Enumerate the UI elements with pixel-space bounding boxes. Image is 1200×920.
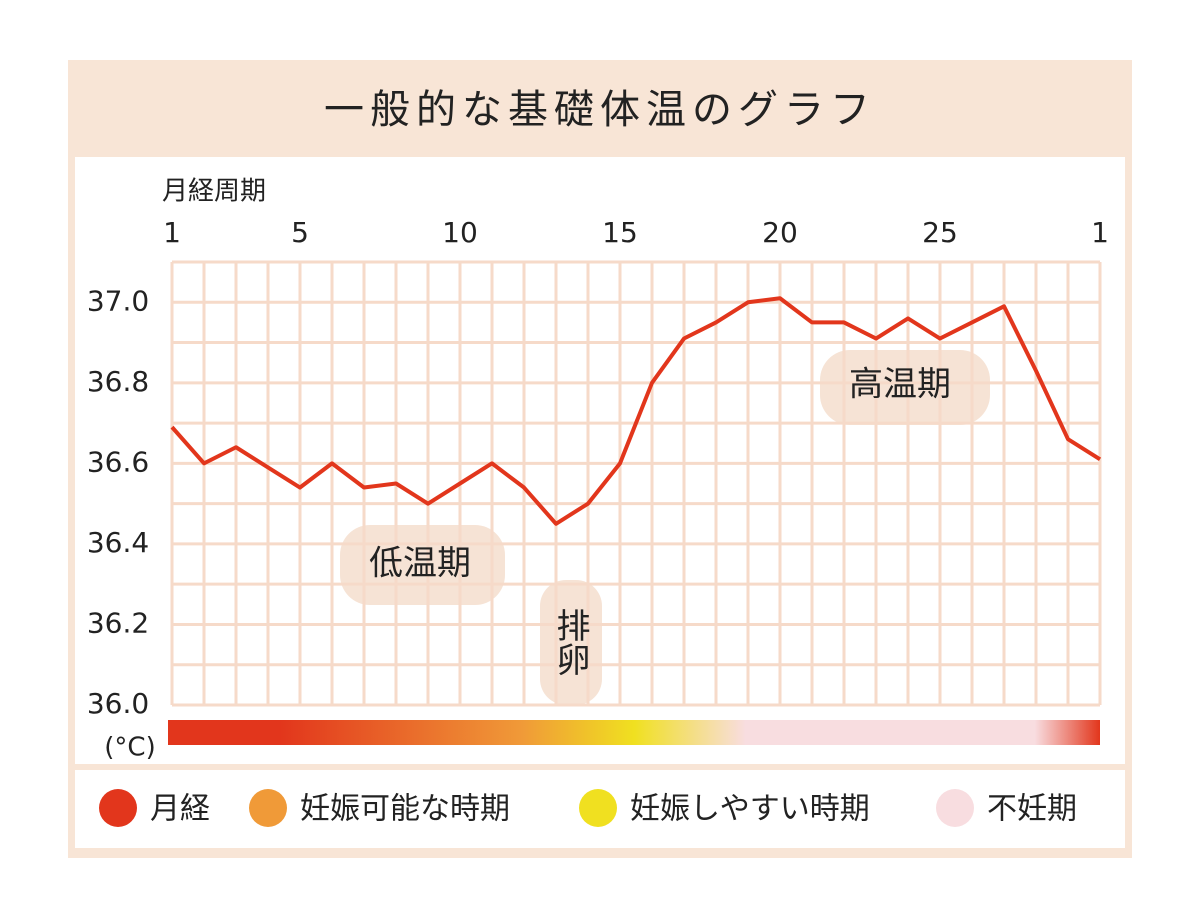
legend-label: 妊娠しやすい時期: [630, 792, 870, 827]
y-tick-label: 37.0: [87, 284, 149, 317]
y-tick-label: 36.4: [87, 526, 149, 559]
legend-swatch: [936, 789, 974, 827]
y-tick-label: 36.6: [87, 445, 149, 478]
annotation: 低温期: [369, 544, 471, 584]
x-tick-label: 10: [442, 216, 478, 249]
y-tick-label: 36.0: [87, 687, 149, 720]
x-tick-label: 5: [291, 216, 309, 249]
temperature-line: [170, 296, 1102, 526]
y-tick-label: 36.2: [87, 606, 149, 639]
x-axis-label: 月経周期: [162, 177, 266, 207]
legend-label: 月経: [150, 792, 210, 827]
legend-swatch: [249, 789, 287, 827]
phase-bar: [168, 720, 1100, 745]
x-tick-label: 20: [762, 216, 798, 249]
chart-title: 一般的な基礎体温のグラフ: [324, 87, 876, 133]
y-tick-label: 36.8: [87, 365, 149, 398]
annotation: 排卵: [550, 608, 590, 676]
legend-swatch: [579, 789, 617, 827]
x-tick-label: 15: [602, 216, 638, 249]
legend-label: 不妊期: [987, 792, 1077, 827]
annotation: 高温期: [849, 365, 951, 405]
x-tick-label: 1: [163, 216, 181, 249]
x-tick-label: 1: [1091, 216, 1109, 249]
legend-swatch: [99, 789, 137, 827]
blob: [820, 350, 990, 425]
y-axis-label: (°C): [104, 733, 155, 763]
x-tick-label: 25: [922, 216, 958, 249]
legend-label: 妊娠可能な時期: [300, 792, 510, 827]
